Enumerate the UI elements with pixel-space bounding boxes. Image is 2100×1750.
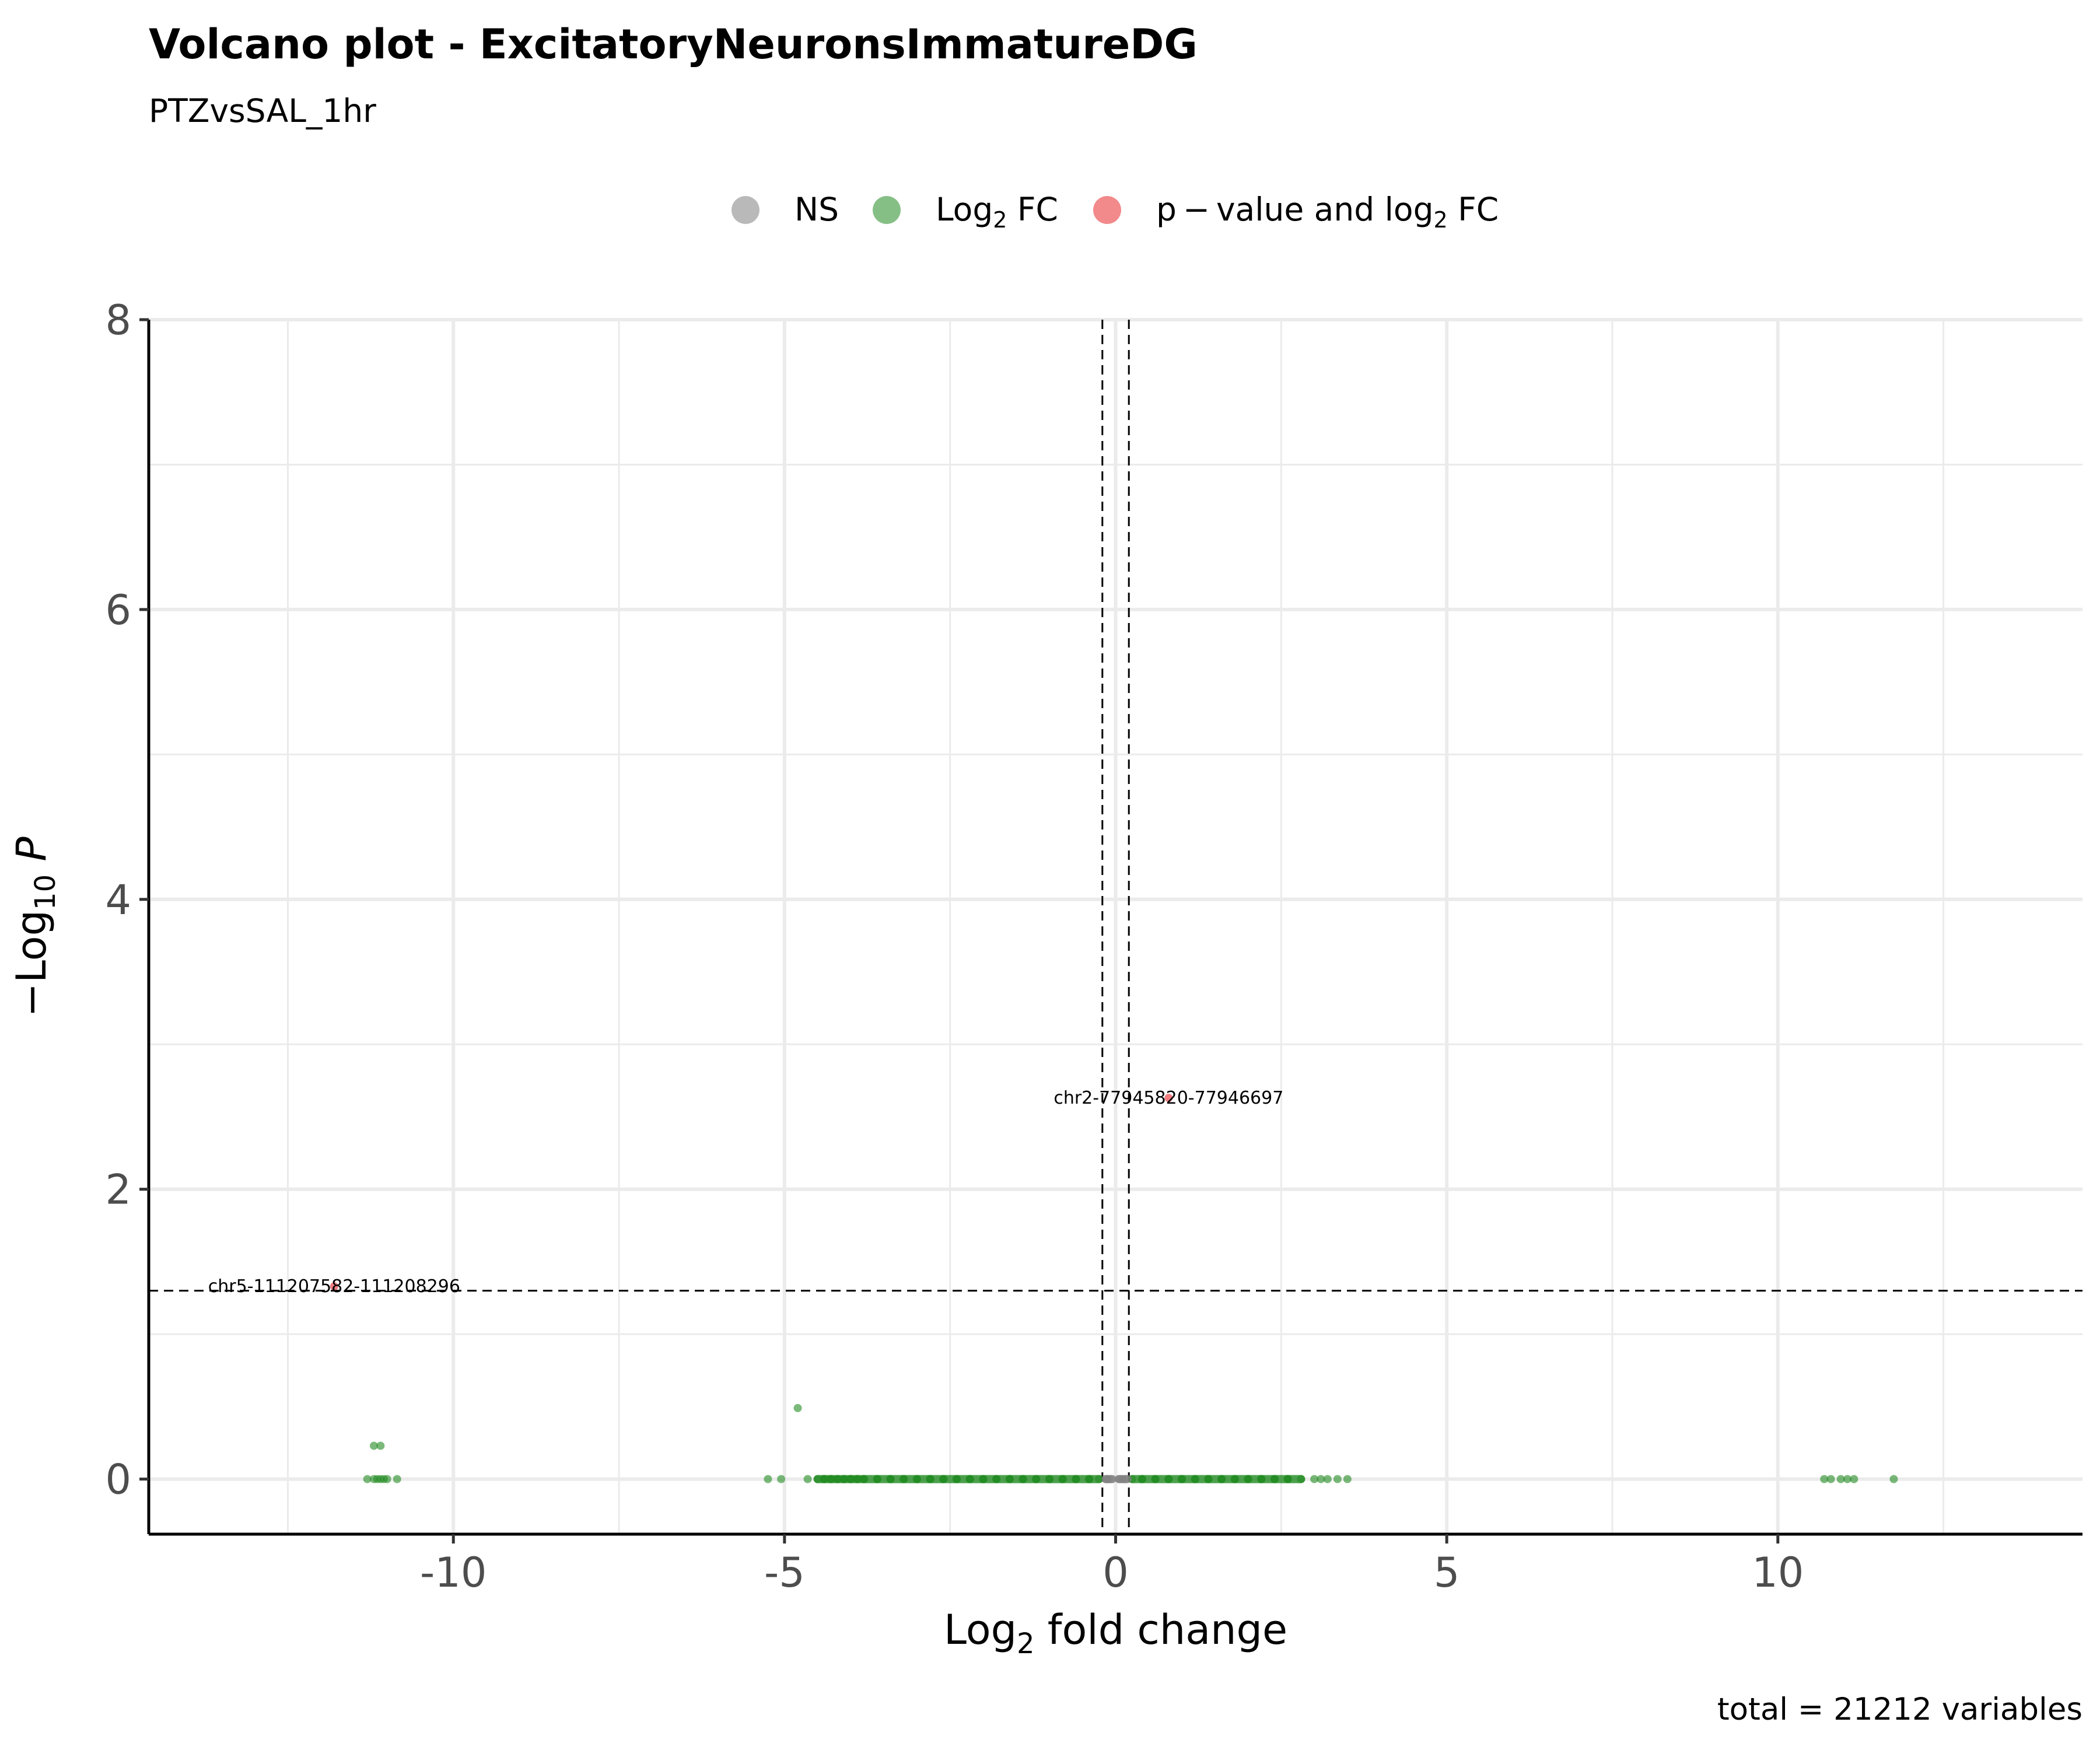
data-point [330,1282,338,1291]
data-point [979,1475,988,1483]
legend-key-fc [873,196,901,224]
data-point [1164,1475,1173,1483]
y-tick-label: 8 [105,296,131,344]
data-point [813,1475,822,1483]
data-point [1005,1475,1014,1483]
data-point [393,1475,401,1483]
data-point [840,1475,849,1483]
data-point [1850,1475,1859,1483]
grid-major [149,318,2082,1534]
data-point [827,1475,835,1483]
cutoff-lines [149,320,2082,1534]
data-point [1072,1475,1080,1483]
data-point [886,1475,895,1483]
y-tick-label: 0 [105,1456,131,1504]
x-tick-label: -10 [420,1549,487,1597]
legend-label-ns: NS [794,191,839,228]
data-point [1257,1475,1266,1483]
data-point [912,1475,921,1483]
data-point [1244,1475,1252,1483]
data-point [926,1475,935,1483]
data-point [1323,1475,1332,1483]
data-point [992,1475,1001,1483]
data-point [965,1475,974,1483]
point-labels: chr2-77945820-77946697 chr5-111207582-111… [208,1088,1284,1297]
data-point [1297,1475,1306,1483]
data-point [376,1441,385,1450]
data-point [846,1475,855,1483]
data-point [777,1475,786,1483]
x-tick-label: 0 [1102,1549,1129,1597]
data-point [1820,1475,1829,1483]
legend: NS Log2 FC p − value and log2 FC [732,191,1499,233]
legend-key-pfc [1093,196,1121,224]
legend-label-pfc: p − value and log2 FC [1156,191,1499,233]
tick-labels: -10 -5 0 5 10 0 2 4 6 8 [105,296,1804,1597]
data-point [1085,1475,1094,1483]
x-tick-label: 5 [1434,1549,1460,1597]
data-point [1204,1475,1213,1483]
data-point [820,1475,828,1483]
data-point [1310,1475,1319,1483]
y-tick-label: 6 [105,586,131,634]
data-point [1270,1475,1279,1483]
data-point [1826,1475,1835,1483]
chart-title: Volcano plot - ExcitatoryNeuronsImmature… [149,20,1198,68]
data-point [1151,1475,1160,1483]
point-label: chr5-111207582-111208296 [208,1276,460,1297]
x-tick-label: -5 [764,1549,805,1597]
data-point [803,1475,812,1483]
y-axis-title: −Log10 P [8,836,62,1017]
data-point [793,1404,802,1412]
data-point [1217,1475,1226,1483]
data-point [1317,1475,1325,1483]
data-point [833,1475,842,1483]
legend-label-fc: Log2 FC [936,191,1058,233]
data-point [860,1475,869,1483]
data-point [1058,1475,1067,1483]
data-point [369,1441,378,1450]
data-point [1333,1475,1342,1483]
data-point [953,1475,961,1483]
data-point [764,1475,772,1483]
data-point [1191,1475,1199,1483]
data-point [1343,1475,1352,1483]
data-point [1889,1475,1898,1483]
data-point [939,1475,948,1483]
data-point [1836,1475,1845,1483]
data-point [1164,1094,1173,1102]
axis-titles: Log2 fold change −Log10 P [8,836,1287,1660]
chart-caption: total = 21212 variables [1717,1692,2082,1727]
data-points [330,1094,1898,1483]
data-point [1138,1475,1146,1483]
data-point [1032,1475,1041,1483]
data-point [1230,1475,1239,1483]
y-tick-label: 2 [105,1166,131,1214]
data-point [1283,1475,1292,1483]
data-point [363,1475,372,1483]
data-point [1843,1475,1852,1483]
legend-key-ns [732,196,760,224]
y-tick-label: 4 [105,876,131,924]
data-point [1095,1475,1104,1483]
data-point [1019,1475,1027,1483]
data-point [853,1475,862,1483]
x-axis-title: Log2 fold change [944,1606,1287,1660]
data-point [1178,1475,1186,1483]
point-label: chr2-77945820-77946697 [1054,1088,1283,1108]
data-point [873,1475,881,1483]
data-point [383,1475,391,1483]
chart-subtitle: PTZvsSAL_1hr [149,92,376,130]
data-point [900,1475,908,1483]
x-tick-label: 10 [1752,1549,1804,1597]
data-point [1045,1475,1054,1483]
